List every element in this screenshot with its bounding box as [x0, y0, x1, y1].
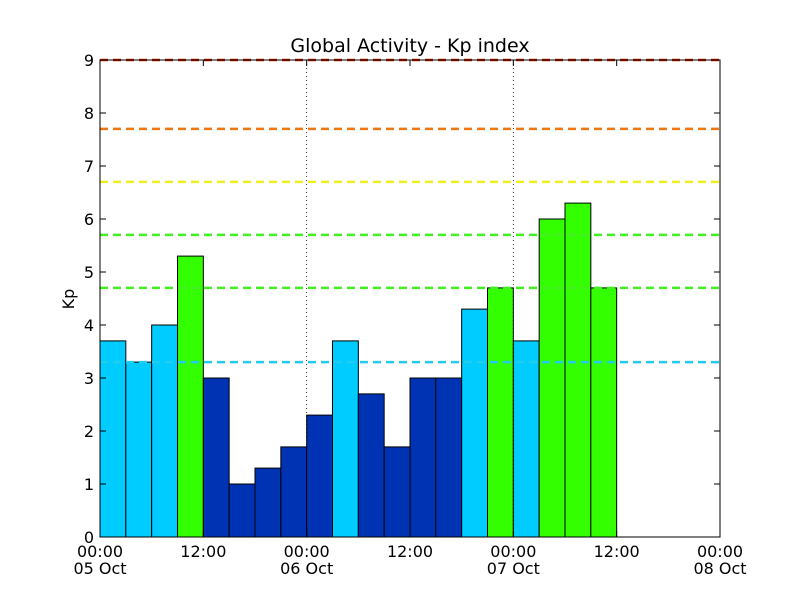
y-tick-label-7: 7 — [84, 157, 94, 176]
kp-bar-3 — [177, 255, 204, 538]
kp-bar-19 — [590, 287, 618, 538]
y-tick-label-2: 2 — [84, 422, 94, 441]
kp-bar-16 — [512, 340, 540, 538]
kp-bar-1 — [125, 361, 153, 538]
kp-bar-10 — [357, 393, 385, 538]
bars-layer — [99, 202, 618, 538]
kp-bar-0 — [99, 340, 127, 538]
chart-title: Global Activity - Kp index — [290, 35, 529, 57]
kp-bar-12 — [409, 377, 437, 538]
x-tick-date-label-4: 07 Oct — [487, 559, 540, 578]
kp-bar-15 — [487, 287, 514, 538]
y-tick-label-6: 6 — [84, 210, 94, 229]
y-tick-label-1: 1 — [84, 475, 94, 494]
kp-bar-5 — [228, 483, 256, 538]
y-tick-label-4: 4 — [84, 316, 94, 335]
x-tick-time-label-2: 00:00 — [284, 542, 330, 561]
x-tick-date-label-0: 05 Oct — [73, 559, 126, 578]
y-tick-label-8: 8 — [84, 104, 94, 123]
y-axis-title: Kp — [59, 289, 78, 310]
kp-bar-4 — [202, 377, 230, 538]
kp-bar-6 — [254, 467, 282, 538]
x-tick-time-label-1: 12:00 — [180, 542, 226, 561]
kp-bar-14 — [461, 308, 488, 538]
x-tick-date-label-2: 06 Oct — [280, 559, 333, 578]
x-tick-time-label-0: 00:00 — [77, 542, 123, 561]
kp-bar-8 — [306, 414, 333, 538]
kp-bar-13 — [435, 377, 463, 538]
x-tick-time-label-6: 00:00 — [697, 542, 743, 561]
x-tick-time-label-3: 12:00 — [387, 542, 433, 561]
x-tick-time-label-4: 00:00 — [490, 542, 536, 561]
y-tick-label-9: 9 — [84, 51, 94, 70]
plot-frame — [99, 59, 721, 538]
kp-bar-11 — [383, 446, 411, 538]
kp-bar-9 — [332, 340, 359, 538]
kp-bar-18 — [564, 202, 592, 538]
kp-bar-17 — [538, 218, 566, 538]
kp-bar-2 — [151, 324, 179, 538]
x-tick-date-label-6: 08 Oct — [693, 559, 746, 578]
y-tick-label-0: 0 — [84, 528, 94, 547]
kp-bar-7 — [280, 446, 308, 538]
y-tick-label-3: 3 — [84, 369, 94, 388]
x-tick-time-label-5: 12:00 — [594, 542, 640, 561]
y-tick-label-5: 5 — [84, 263, 94, 282]
